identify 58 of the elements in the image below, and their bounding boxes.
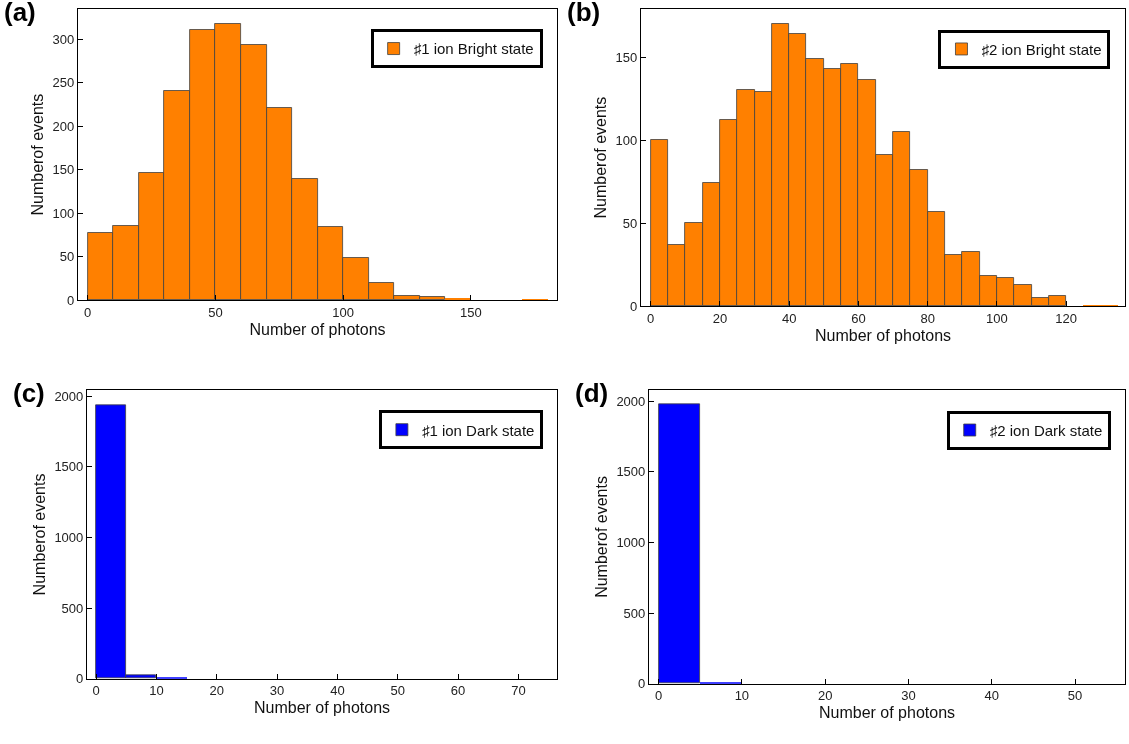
legend-label: ♯2 ion Dark state (989, 421, 1103, 439)
chart-title: (b) (567, 0, 601, 27)
x-tick-label: 120 (1055, 310, 1077, 326)
x-axis-title: Number of photons (814, 326, 952, 344)
y-tick-label: 0 (76, 671, 84, 687)
y-tick-label: 150 (615, 49, 638, 65)
x-tick-label: 50 (208, 305, 223, 321)
y-axis-title: Numberof events (29, 93, 47, 216)
y-axis-title: Numberof events (31, 473, 49, 596)
x-tick-label: 10 (734, 688, 750, 704)
y-axis-title: Numberof events (593, 476, 611, 598)
x-tick-label: 70 (511, 683, 526, 699)
x-tick-label: 20 (817, 688, 833, 704)
x-tick-label: 50 (390, 683, 405, 699)
x-tick-label: 0 (654, 688, 663, 704)
x-tick-label: 50 (1067, 688, 1083, 704)
x-tick-label: 100 (332, 305, 355, 321)
x-tick-label: 10 (149, 683, 164, 699)
chart-title: (d) (575, 378, 609, 408)
y-axis-title: Numberof events (592, 96, 610, 219)
y-tick-label: 50 (622, 215, 638, 231)
x-tick-label: 40 (781, 310, 797, 326)
x-axis-title: Number of photons (818, 704, 956, 722)
y-tick-label: 250 (52, 75, 75, 91)
x-tick-label: 0 (92, 683, 100, 699)
chart-title: (a) (4, 0, 36, 27)
x-tick-label: 60 (851, 310, 866, 326)
x-tick-label: 80 (920, 310, 935, 326)
y-tick-label: 1000 (616, 534, 646, 550)
legend-label: ♯1 ion Dark state (421, 421, 535, 439)
y-tick-label: 100 (52, 205, 75, 221)
x-tick-label: 20 (712, 310, 728, 326)
x-tick-label: 60 (450, 683, 466, 699)
y-tick-label: 300 (52, 31, 75, 47)
y-tick-label: 2000 (54, 388, 84, 404)
x-tick-label: 150 (460, 305, 482, 321)
x-tick-label: 100 (986, 310, 1008, 326)
x-tick-label: 30 (901, 688, 916, 704)
x-tick-label: 40 (984, 688, 999, 704)
y-tick-label: 200 (52, 118, 75, 134)
x-tick-label: 30 (269, 683, 285, 699)
y-tick-label: 500 (61, 600, 84, 616)
x-axis-title: Number of photons (253, 699, 391, 717)
legend-label: ♯2 ion Bright state (981, 40, 1102, 58)
y-tick-label: 1000 (54, 529, 84, 545)
y-tick-label: 100 (615, 132, 638, 148)
x-tick-label: 40 (330, 683, 345, 699)
y-tick-label: 50 (59, 249, 75, 265)
x-axis-title: Number of photons (249, 320, 386, 338)
y-tick-label: 1500 (54, 459, 84, 475)
y-tick-label: 500 (623, 605, 646, 621)
y-tick-label: 150 (52, 162, 75, 178)
y-tick-label: 0 (67, 292, 75, 308)
x-tick-label: 20 (209, 683, 224, 699)
legend-label: ♯1 ion Bright state (413, 40, 534, 58)
y-tick-label: 1500 (616, 464, 646, 480)
y-tick-label: 2000 (616, 393, 646, 409)
chart-title: (c) (13, 378, 45, 408)
